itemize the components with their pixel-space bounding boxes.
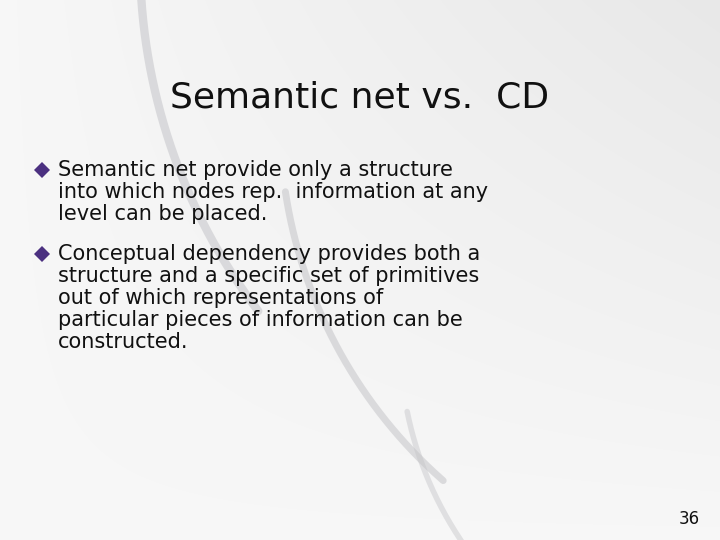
Text: Conceptual dependency provides both a: Conceptual dependency provides both a xyxy=(58,244,480,264)
Text: Semantic net provide only a structure: Semantic net provide only a structure xyxy=(58,160,453,180)
Text: out of which representations of: out of which representations of xyxy=(58,288,383,308)
Text: particular pieces of information can be: particular pieces of information can be xyxy=(58,310,463,330)
Text: constructed.: constructed. xyxy=(58,332,189,352)
Text: level can be placed.: level can be placed. xyxy=(58,204,267,224)
Text: 36: 36 xyxy=(679,510,700,528)
Text: Semantic net vs.  CD: Semantic net vs. CD xyxy=(171,80,549,114)
Text: structure and a specific set of primitives: structure and a specific set of primitiv… xyxy=(58,266,480,286)
Text: into which nodes rep.  information at any: into which nodes rep. information at any xyxy=(58,182,488,202)
